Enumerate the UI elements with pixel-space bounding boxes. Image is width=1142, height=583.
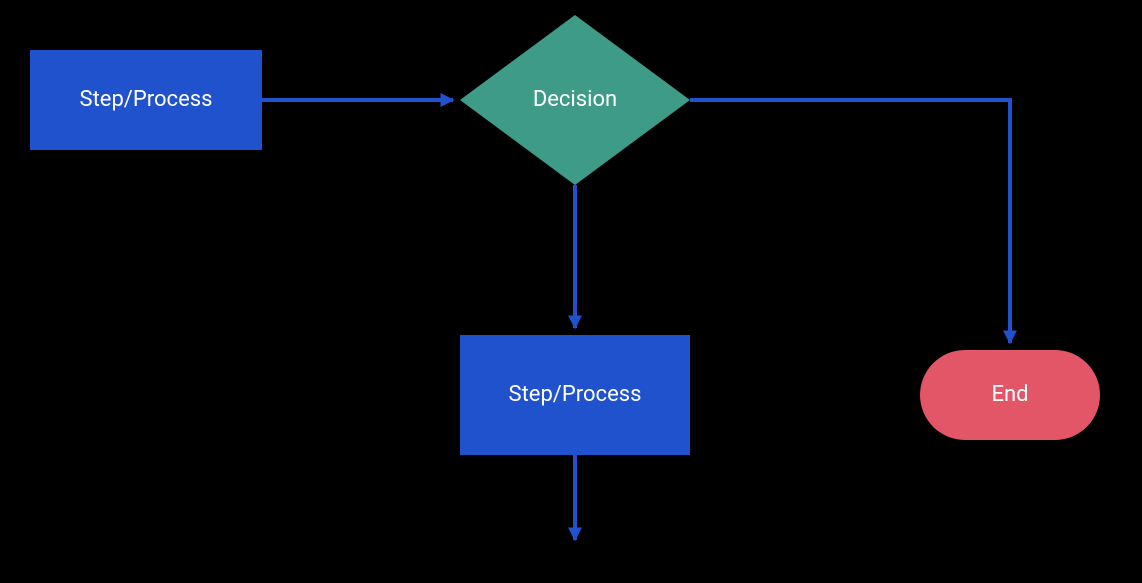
node-label-end: End bbox=[991, 382, 1028, 408]
flowchart-canvas: Step/Process Decision Step/Process End bbox=[0, 0, 1142, 583]
node-label-process1: Step/Process bbox=[80, 87, 213, 113]
node-end: End bbox=[920, 350, 1100, 440]
node-process1: Step/Process bbox=[30, 50, 262, 150]
node-decision: Decision bbox=[460, 15, 690, 185]
node-process2: Step/Process bbox=[460, 335, 690, 455]
edge-e3 bbox=[690, 100, 1010, 343]
node-label-decision: Decision bbox=[533, 87, 617, 113]
node-label-process2: Step/Process bbox=[509, 382, 642, 408]
